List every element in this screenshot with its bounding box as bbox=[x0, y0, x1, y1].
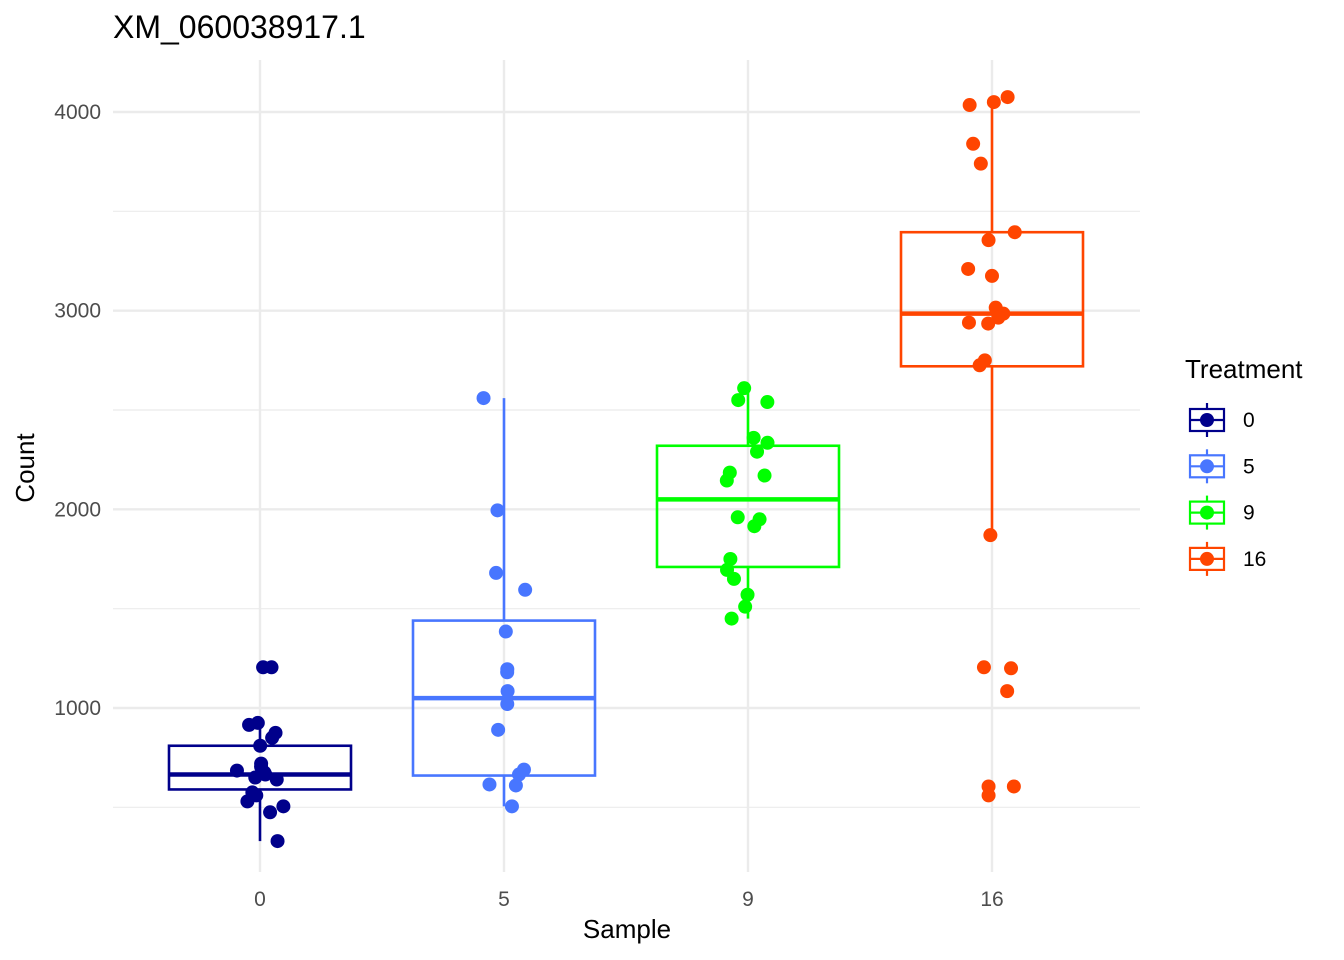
data-point bbox=[984, 268, 999, 283]
legend-key: 9 bbox=[1188, 495, 1255, 530]
data-point bbox=[242, 717, 257, 732]
y-tick-label: 3000 bbox=[54, 300, 101, 323]
box bbox=[655, 444, 841, 569]
data-point bbox=[723, 552, 738, 566]
legend-key: 5 bbox=[1188, 449, 1255, 484]
data-point bbox=[760, 435, 775, 450]
data-point bbox=[270, 834, 285, 849]
data-point bbox=[256, 660, 271, 675]
data-point bbox=[511, 767, 526, 782]
data-point bbox=[981, 233, 996, 248]
data-point bbox=[229, 763, 244, 778]
data-point bbox=[981, 316, 996, 331]
data-point bbox=[731, 393, 746, 408]
data-point bbox=[747, 519, 762, 534]
legend-title: Treatment bbox=[1185, 354, 1303, 384]
data-point bbox=[724, 611, 739, 626]
chart-title: XM_060038917.1 bbox=[113, 9, 366, 45]
box bbox=[899, 230, 1085, 368]
data-point bbox=[738, 599, 753, 614]
data-point bbox=[482, 777, 497, 792]
legend: Treatment 0 5 9 16 bbox=[1185, 354, 1303, 576]
data-point bbox=[991, 310, 1006, 325]
minor-gridlines bbox=[113, 210, 1140, 808]
y-tick-label: 1000 bbox=[54, 697, 101, 720]
data-point bbox=[265, 730, 280, 745]
x-tick-label: 9 bbox=[742, 888, 754, 911]
legend-label: 5 bbox=[1243, 455, 1255, 478]
data-point bbox=[750, 444, 765, 459]
data-point bbox=[508, 778, 523, 793]
data-point bbox=[760, 395, 775, 410]
data-point bbox=[498, 624, 513, 639]
data-point bbox=[726, 571, 741, 586]
x-tick-label: 5 bbox=[498, 888, 510, 911]
data-point bbox=[962, 98, 977, 113]
legend-key: 16 bbox=[1188, 541, 1266, 576]
x-axis-title: Sample bbox=[583, 914, 671, 944]
legend-key-point bbox=[1200, 551, 1214, 566]
data-point bbox=[976, 660, 991, 675]
y-axis-title: Count bbox=[10, 433, 40, 503]
data-point bbox=[240, 794, 255, 809]
data-point bbox=[737, 381, 752, 396]
data-point bbox=[248, 770, 263, 785]
data-point bbox=[973, 156, 988, 171]
x-tick-label: 16 bbox=[980, 888, 1003, 911]
data-point bbox=[490, 503, 505, 518]
data-point bbox=[961, 315, 976, 330]
data-point bbox=[746, 430, 761, 445]
data-point bbox=[518, 582, 533, 597]
data-point bbox=[253, 738, 268, 753]
data-point bbox=[276, 799, 291, 814]
data-point bbox=[476, 391, 491, 406]
x-tick-label: 0 bbox=[254, 888, 266, 911]
legend-label: 16 bbox=[1243, 548, 1266, 571]
data-point bbox=[981, 788, 996, 803]
data-point bbox=[972, 358, 987, 373]
y-tick-label: 2000 bbox=[54, 498, 101, 521]
data-point bbox=[719, 473, 734, 488]
data-point bbox=[269, 772, 284, 787]
legend-label: 0 bbox=[1243, 409, 1255, 432]
legend-key: 0 bbox=[1188, 403, 1255, 437]
y-tick-label: 4000 bbox=[54, 101, 101, 124]
data-point bbox=[966, 136, 981, 151]
data-point bbox=[500, 697, 515, 712]
data-point bbox=[1004, 661, 1019, 676]
data-point bbox=[263, 805, 278, 820]
x-axis-tick-labels: 0 5 9 16 bbox=[254, 888, 1004, 911]
data-point bbox=[1007, 225, 1022, 240]
data-point bbox=[740, 587, 755, 602]
data-point bbox=[491, 722, 506, 737]
data-point bbox=[500, 665, 515, 680]
data-point bbox=[1000, 684, 1015, 699]
data-point bbox=[1006, 779, 1021, 794]
legend-key-point bbox=[1200, 505, 1214, 520]
data-point bbox=[757, 468, 772, 483]
legend-key-point bbox=[1200, 413, 1214, 427]
data-point bbox=[986, 95, 1001, 110]
data-point bbox=[504, 799, 519, 814]
data-point bbox=[961, 261, 976, 276]
data-point bbox=[983, 528, 998, 543]
y-axis-tick-labels: 1000 2000 3000 4000 bbox=[54, 101, 101, 720]
point-layer bbox=[229, 90, 1022, 849]
legend-label: 9 bbox=[1243, 502, 1255, 525]
data-point bbox=[500, 684, 515, 699]
legend-key-point bbox=[1200, 459, 1214, 474]
data-point bbox=[730, 510, 745, 525]
legend-keys: 0 5 9 16 bbox=[1188, 403, 1266, 576]
data-point bbox=[489, 565, 504, 580]
data-point bbox=[1000, 90, 1015, 105]
